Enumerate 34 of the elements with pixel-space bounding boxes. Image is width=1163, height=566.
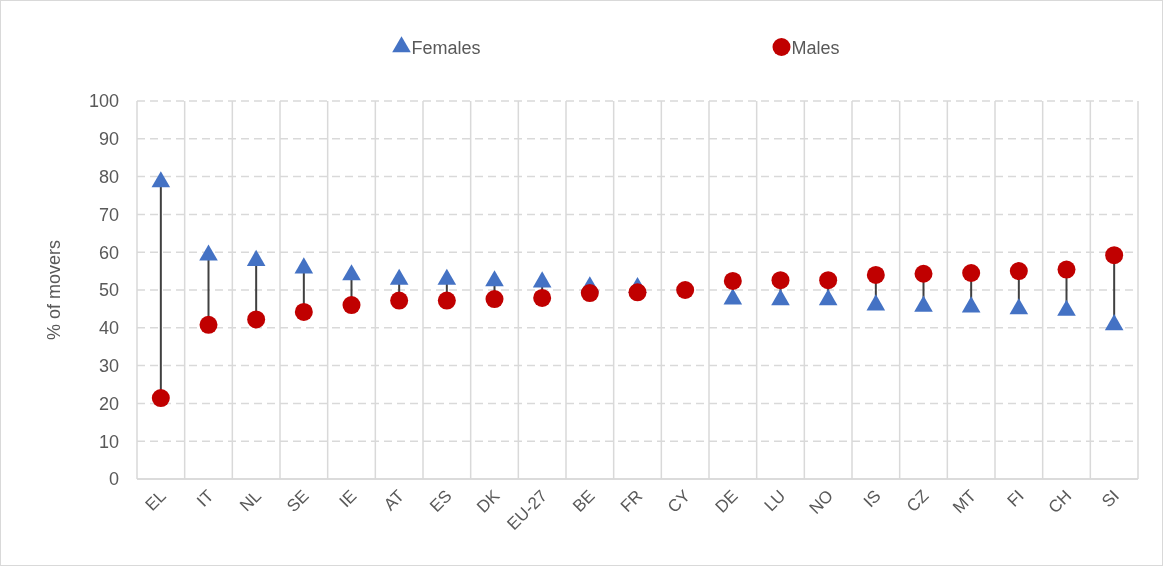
y-tick-label: 70	[98, 204, 119, 225]
x-tick-label: DK	[473, 485, 504, 517]
y-tick-label: 50	[98, 280, 119, 301]
legend-label: Females	[411, 38, 481, 59]
legend-label: Males	[791, 38, 840, 59]
x-tick-label: AT	[380, 486, 408, 515]
y-tick-label: 20	[98, 393, 119, 414]
x-tick-label: ES	[426, 486, 456, 516]
x-tick-label: IS	[859, 486, 885, 512]
x-tick-label: MT	[949, 486, 980, 518]
y-tick-label: 40	[98, 318, 119, 339]
x-tick-label: IE	[335, 486, 361, 512]
x-tick-label: CH	[1044, 486, 1076, 518]
x-tick-label: LU	[760, 486, 790, 516]
x-tick-label: FI	[1003, 486, 1028, 511]
y-axis-title: % of movers	[44, 239, 64, 341]
x-tick-label: BE	[569, 486, 599, 516]
y-tick-label: 0	[108, 469, 119, 490]
x-tick-label: SE	[283, 486, 313, 516]
x-tick-label: CY	[663, 486, 694, 517]
x-tick-label: NO	[805, 486, 837, 518]
y-tick-label: 60	[98, 242, 119, 263]
x-tick-label: SI	[1098, 486, 1123, 512]
x-tick-label: NL	[236, 486, 265, 516]
y-tick-label: 10	[98, 431, 119, 452]
y-tick-label: 30	[98, 355, 119, 376]
y-tick-label: 100	[88, 91, 119, 112]
x-tick-label: EL	[141, 486, 170, 515]
y-tick-label: 90	[98, 129, 119, 150]
x-tick-label: DE	[711, 486, 742, 517]
x-tick-label: FR	[616, 486, 647, 516]
x-tick-label: IT	[193, 486, 218, 511]
x-tick-label: CZ	[902, 486, 933, 516]
y-tick-label: 80	[98, 166, 119, 187]
